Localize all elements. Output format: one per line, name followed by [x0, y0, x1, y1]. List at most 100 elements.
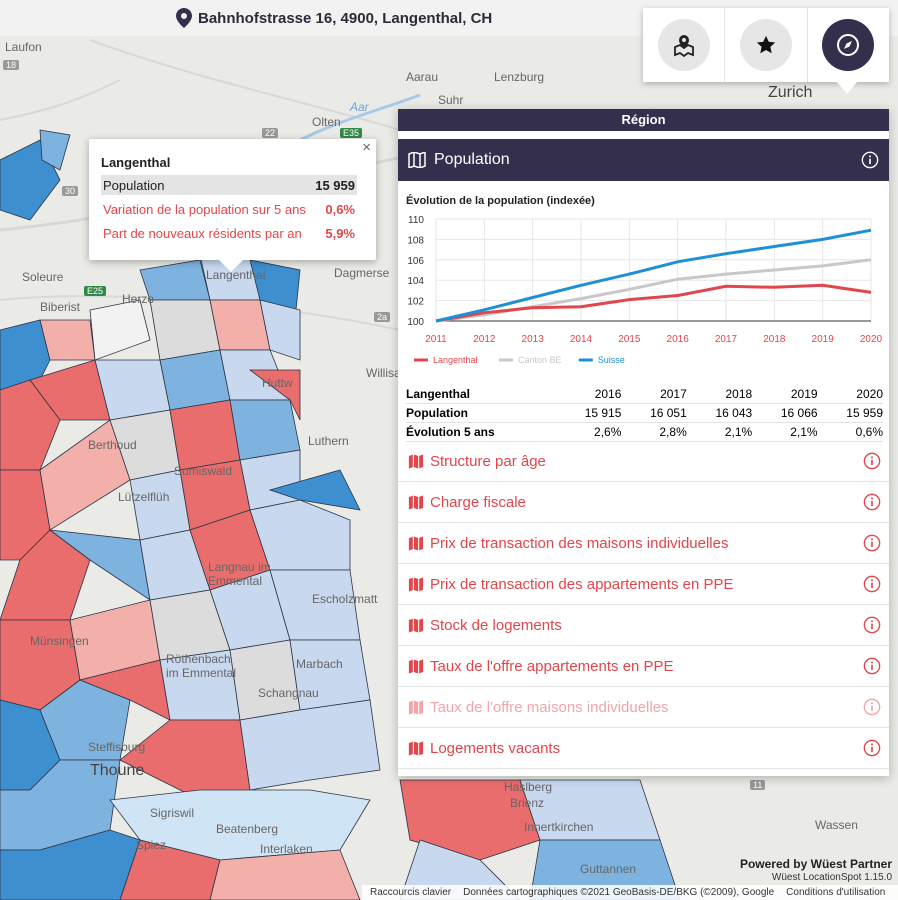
indicator-list: Structure par âge Charge fiscale Prix de t… [398, 441, 889, 769]
table-cell: 15 915 [556, 403, 622, 423]
indicator-label: Prix de transaction des maisons individu… [430, 534, 729, 552]
info-icon[interactable] [863, 452, 881, 470]
table-cell: 16 051 [621, 403, 687, 423]
info-icon[interactable] [863, 657, 881, 675]
info-icon[interactable] [863, 493, 881, 511]
map-icon [408, 535, 424, 551]
map-pin-icon [176, 8, 192, 28]
location-button-circle[interactable] [657, 19, 710, 71]
road-shield: 18 [3, 60, 20, 70]
keyboard-shortcuts-link[interactable]: Raccourcis clavier [370, 887, 452, 898]
map-label: Lützelflüh [118, 490, 170, 504]
popup-row-new-residents: Part de nouveaux résidents par an 5,9% [101, 223, 357, 243]
map-label: Guttannen [580, 862, 637, 876]
info-icon[interactable] [863, 698, 881, 716]
population-table: Langenthal 2016 2017 2018 2019 2020 Popu… [406, 385, 883, 442]
road-shield: E25 [84, 286, 107, 296]
map-copyright: Données cartographiques ©2021 GeoBasis-D… [463, 887, 775, 898]
favorites-button[interactable] [725, 8, 808, 82]
table-header-row: Langenthal 2016 2017 2018 2019 2020 [406, 385, 883, 404]
info-icon[interactable] [861, 151, 879, 169]
indicator-label: Charge fiscale [430, 493, 526, 511]
map-label: Münsingen [30, 634, 89, 648]
map-label: Huttw [262, 376, 293, 390]
road-shield: 2a [374, 312, 391, 322]
y-tick-label: 102 [407, 297, 424, 308]
close-icon[interactable]: × [362, 139, 371, 156]
table-cell: 16 043 [686, 403, 753, 423]
location-button[interactable] [643, 8, 726, 82]
indicator-item[interactable]: Structure par âge [398, 441, 889, 482]
address: Bahnhofstrasse 16, 4900, Langenthal, CH [176, 8, 492, 28]
indicator-label: Logements vacants [430, 739, 561, 757]
map-label: Röthenbach im Emmental [166, 652, 237, 680]
table-header-cell: 2018 [686, 385, 753, 404]
map-label: Herzo [122, 292, 155, 306]
map-icon [408, 699, 424, 715]
x-tick-label: 2018 [763, 334, 786, 345]
panel-header: Région [398, 109, 889, 131]
indicator-item[interactable]: Charge fiscale [398, 482, 889, 523]
map-label: Brienz [510, 796, 545, 810]
road-shield: 30 [62, 186, 79, 196]
compass-icon [837, 34, 860, 56]
map-label: Schangnau [258, 686, 319, 700]
table-header-cell: Langenthal [406, 385, 556, 404]
toolbar-caret [837, 82, 857, 94]
indicator-item[interactable]: Logements vacants [398, 728, 889, 769]
info-icon[interactable] [863, 575, 881, 593]
region-button-circle[interactable] [822, 19, 875, 71]
popup-row-value: 0,6% [325, 201, 355, 217]
indicator-label: Stock de logements [430, 616, 562, 634]
table-cell: 2,1% [752, 422, 818, 442]
map-label: Sigriswil [150, 806, 195, 820]
popup-row-label: Population [103, 177, 165, 193]
indicator-label: Taux de l'offre maisons individuelles [430, 698, 669, 716]
info-icon[interactable] [863, 616, 881, 634]
map-toolbar [643, 8, 889, 82]
popup-row-value: 5,9% [325, 225, 355, 241]
table-cell: 2,8% [621, 422, 687, 442]
series-line-langenthal [435, 283, 872, 323]
map-label: Olten [312, 115, 341, 129]
map-icon [408, 576, 424, 592]
terms-link[interactable]: Conditions d'utilisation [786, 887, 886, 898]
indicator-item[interactable]: Stock de logements [398, 605, 889, 646]
map-icon [408, 494, 424, 510]
map-label: Innertkirchen [524, 820, 594, 834]
indicator-item[interactable]: Taux de l'offre appartements en PPE [398, 646, 889, 687]
legend-label: Canton BE [518, 355, 562, 365]
x-tick-label: 2014 [570, 334, 593, 345]
map-label: Luthern [308, 434, 349, 448]
municipality-popup: Langenthal × Population 15 959 Variation… [89, 139, 376, 272]
map-icon [408, 740, 424, 756]
table-row: Population 15 915 16 051 16 043 16 066 1… [406, 403, 883, 423]
address-text: Bahnhofstrasse 16, 4900, Langenthal, CH [198, 9, 493, 27]
popup-row-label: Variation de la population sur 5 ans [103, 201, 306, 217]
x-tick-label: 2017 [715, 334, 738, 345]
powered-by: Powered by Wüest Partner [739, 857, 892, 871]
map-label: Willisa [366, 366, 401, 380]
map-label: Spiez [136, 838, 167, 852]
indicator-item[interactable]: Taux de l'offre maisons individuelles [398, 687, 889, 728]
table-cell: Population [406, 403, 556, 423]
popup-row-population: Population 15 959 [101, 175, 357, 195]
map-label: Sumiswald [174, 464, 233, 478]
legend-label: Langenthal [433, 355, 478, 365]
map-label: Langnau im Emmental [208, 560, 271, 588]
map-label: Aar [350, 100, 369, 114]
indicator-item[interactable]: Prix de transaction des maisons individu… [398, 523, 889, 564]
table-header-cell: 2020 [817, 385, 883, 404]
info-icon[interactable] [863, 534, 881, 552]
star-icon [756, 35, 776, 54]
map-label: Marbach [296, 657, 343, 671]
table-header-cell: 2017 [621, 385, 687, 404]
map-label: Lenzburg [494, 70, 545, 84]
info-icon[interactable] [863, 739, 881, 757]
map-location-icon [673, 35, 694, 58]
region-button[interactable] [808, 8, 889, 82]
indicator-item[interactable]: Prix de transaction des appartements en … [398, 564, 889, 605]
map-icon [408, 617, 424, 633]
favorites-button-circle[interactable] [739, 19, 792, 71]
population-section-header[interactable]: Population [398, 139, 889, 181]
